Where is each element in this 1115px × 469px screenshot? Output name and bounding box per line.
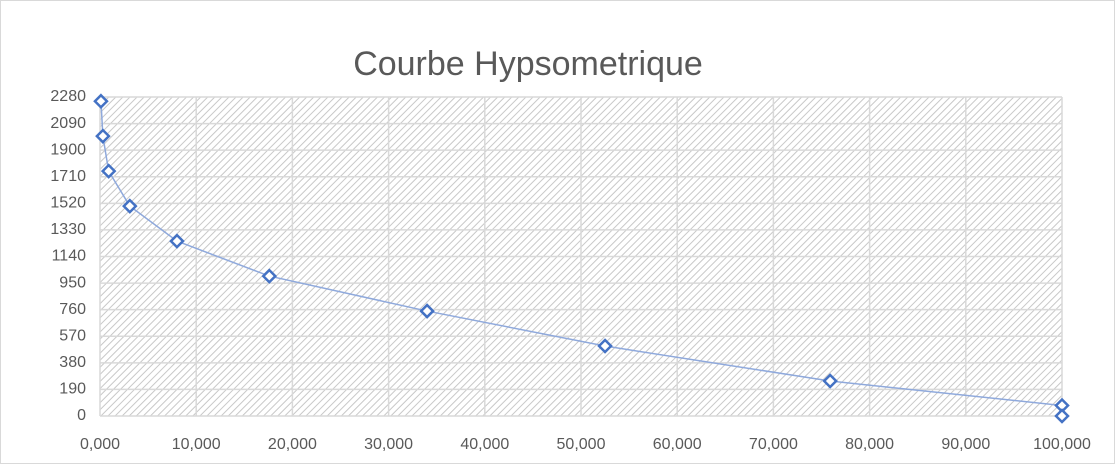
x-tick-label: 80,000 <box>845 436 894 453</box>
y-tick-label: 1900 <box>50 141 86 158</box>
y-tick-label: 1330 <box>50 221 86 238</box>
x-tick-label: 0,000 <box>80 436 120 453</box>
y-tick-label: 1520 <box>50 195 86 212</box>
y-tick-label: 2280 <box>50 88 86 105</box>
y-tick-label: 950 <box>59 274 86 291</box>
x-tick-label: 40,000 <box>460 436 509 453</box>
x-tick-label: 100,000 <box>1033 436 1091 453</box>
chart-title: Courbe Hypsometrique <box>353 45 703 83</box>
marker <box>100 163 117 179</box>
marker <box>95 128 111 144</box>
marker <box>1054 408 1070 424</box>
y-tick-label: 190 <box>59 381 86 398</box>
y-tick-label: 1140 <box>52 248 87 265</box>
x-tick-label: 20,000 <box>268 436 317 453</box>
x-tick-label: 60,000 <box>653 436 702 453</box>
marker <box>122 198 138 214</box>
y-tick-label: 760 <box>59 301 86 318</box>
x-tick-label: 70,000 <box>749 436 798 453</box>
marker <box>419 303 435 319</box>
marker <box>261 268 278 284</box>
x-tick-label: 10,000 <box>172 436 221 453</box>
y-tick-label: 380 <box>59 354 86 371</box>
y-tick-label: 570 <box>59 327 86 344</box>
marker <box>169 233 185 249</box>
marker <box>93 93 109 109</box>
marker <box>597 338 613 354</box>
y-tick-label: 0 <box>77 407 86 424</box>
marker <box>822 373 838 389</box>
x-tick-label: 50,000 <box>557 436 606 453</box>
y-tick-label: 2090 <box>50 115 86 132</box>
y-tick-label: 1710 <box>50 168 86 185</box>
x-tick-label: 90,000 <box>941 436 990 453</box>
x-tick-label: 30,000 <box>364 436 413 453</box>
